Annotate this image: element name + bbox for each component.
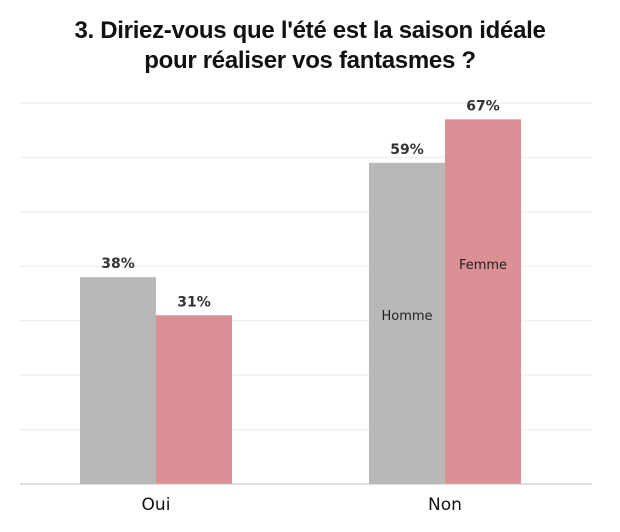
chart-title-line-2: pour réaliser vos fantasmes ? xyxy=(144,47,476,74)
x-tick-label-oui: Oui xyxy=(142,495,171,515)
chart-title: 3. Diriez-vous que l'été est la saison i… xyxy=(0,16,620,76)
data-label-homme-oui: 38% xyxy=(101,256,135,272)
data-label-femme-oui: 31% xyxy=(177,294,211,310)
bar-femme-oui xyxy=(156,315,232,484)
series-label-femme: Femme xyxy=(459,258,507,273)
data-label-homme-non: 59% xyxy=(390,142,424,158)
x-axis-ticks: Oui Non xyxy=(142,495,462,515)
bar-homme-non xyxy=(369,162,445,484)
data-label-femme-non: 67% xyxy=(466,98,500,114)
data-labels: 38% 31% 59% Homme 67% Femme xyxy=(101,98,507,324)
series-label-homme: Homme xyxy=(381,309,432,324)
bars xyxy=(80,119,521,484)
bar-femme-non xyxy=(445,119,521,484)
bar-homme-oui xyxy=(80,277,156,484)
x-tick-label-non: Non xyxy=(428,495,462,515)
chart-title-line-1: 3. Diriez-vous que l'été est la saison i… xyxy=(74,17,546,44)
